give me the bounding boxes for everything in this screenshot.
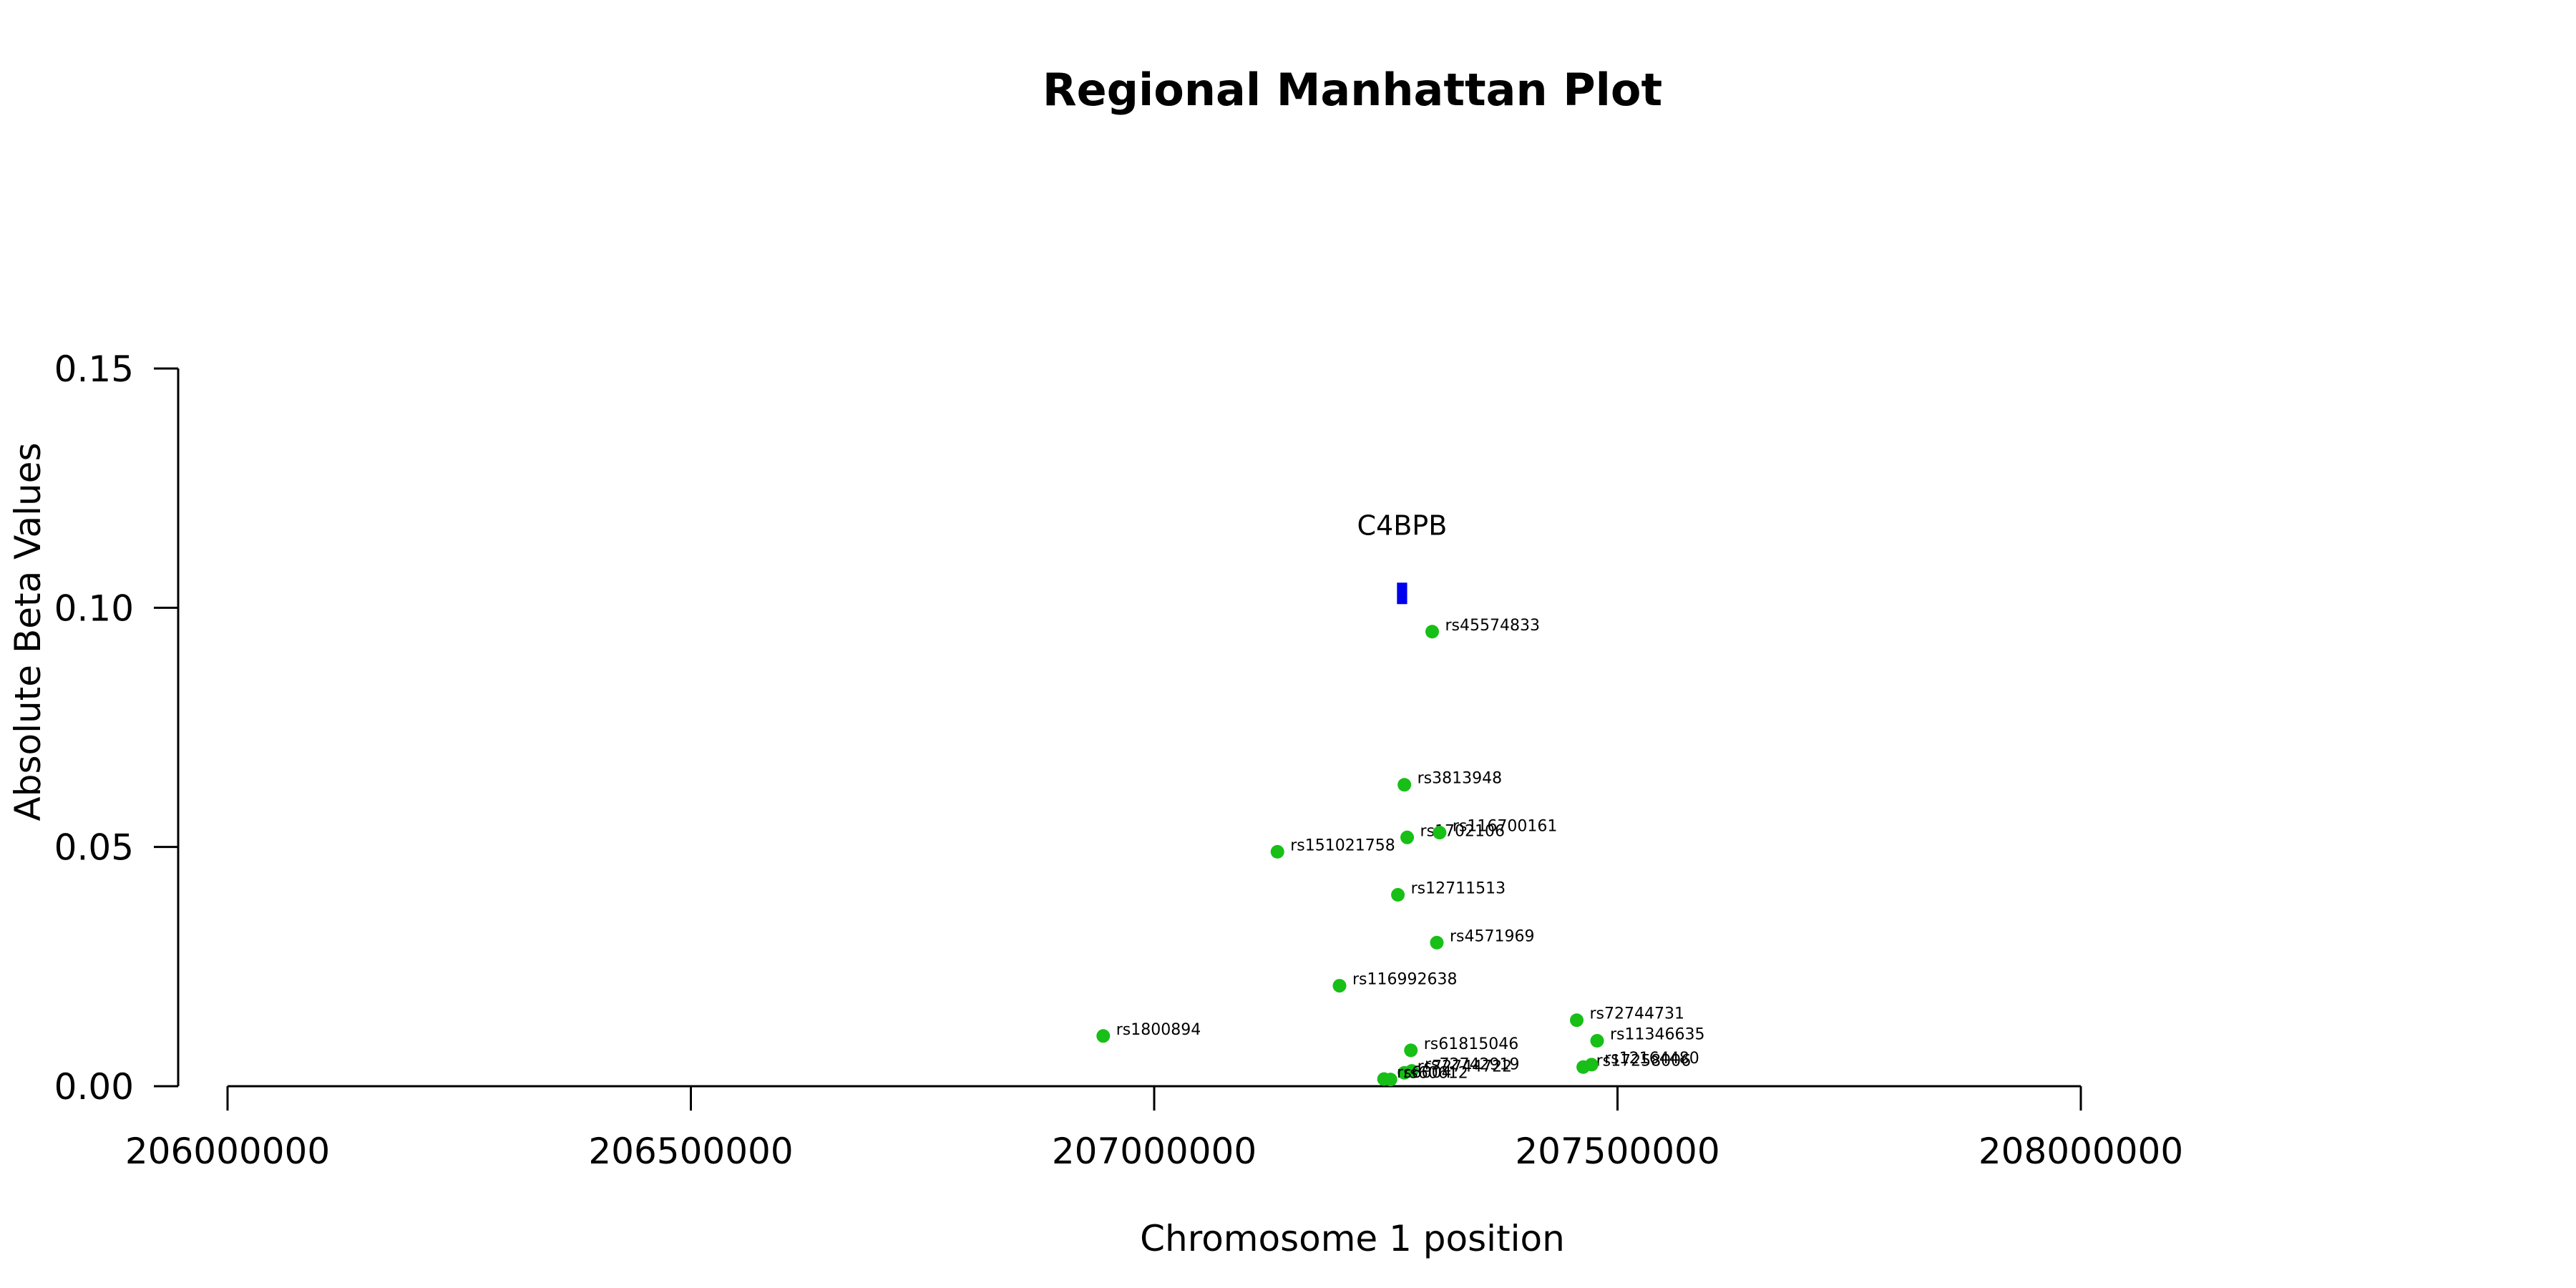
snp-point: [1433, 826, 1447, 840]
snp-label: rs60612: [1403, 1065, 1468, 1083]
snp-label: rs116992638: [1352, 971, 1457, 989]
snp-point: [1270, 844, 1284, 859]
y-tick-label: 0.15: [54, 348, 134, 390]
snp-label: rs11346635: [1610, 1025, 1704, 1043]
snp-label: rs4571969: [1450, 927, 1535, 945]
y-axis: 0.00 0.05 0.10 0.15: [54, 348, 180, 1108]
snp-point: [1570, 1013, 1584, 1028]
snp-point: [1096, 1029, 1111, 1043]
x-axis-label: Chromosome 1 position: [1140, 1218, 1565, 1259]
snp-point: [1397, 778, 1412, 792]
snp-point: [1397, 1065, 1412, 1080]
snp-label: rs72744722: [1418, 1058, 1512, 1075]
chart-title: Regional Manhattan Plot: [1043, 64, 1662, 116]
snp-label: rs17258006: [1596, 1052, 1691, 1070]
x-tick-label: 208000000: [1979, 1131, 2183, 1172]
y-tick-label: 0.05: [54, 827, 134, 869]
y-tick-label: 0.10: [54, 587, 134, 629]
snp-point: [1584, 1058, 1599, 1072]
y-tick-label: 0.00: [54, 1066, 134, 1108]
snp-label: rs6004: [1397, 1064, 1452, 1082]
x-tick-label: 207500000: [1515, 1131, 1719, 1172]
gene-c4bpb-marker: [1397, 582, 1407, 605]
snp-label: rs61815046: [1424, 1035, 1518, 1053]
x-tick-label: 207000000: [1052, 1131, 1257, 1172]
snp-point: [1400, 830, 1415, 844]
gene-label: C4BPB: [1357, 509, 1448, 541]
snp-label: rs3813948: [1418, 770, 1502, 788]
snp-label: rs151021758: [1290, 836, 1395, 854]
snp-point: [1430, 935, 1444, 950]
snp-label: rs12164480: [1604, 1050, 1699, 1068]
snp-label: rs116700161: [1453, 818, 1557, 836]
snp-point: [1590, 1033, 1604, 1048]
snp-label: rs12711513: [1411, 880, 1506, 898]
x-tick-label: 206500000: [588, 1131, 793, 1172]
x-axis: 206000000 206500000 207000000 207500000 2080…: [125, 1085, 2183, 1172]
snp-points: rs45574833rs3813948rs1702106rs116700161r…: [1096, 617, 1704, 1087]
snp-point: [1404, 1043, 1418, 1058]
snp-point: [1332, 979, 1347, 993]
snp-label: rs45574833: [1445, 617, 1540, 635]
y-axis-label: Absolute Beta Values: [7, 443, 49, 821]
snp-point: [1425, 625, 1439, 639]
snp-label: rs72744731: [1590, 1005, 1684, 1023]
snp-label: rs1800894: [1116, 1021, 1201, 1039]
x-tick-label: 206000000: [125, 1131, 330, 1172]
snp-label: rs72742919: [1425, 1056, 1519, 1074]
gene-track: C4BPB: [1357, 509, 1448, 605]
snp-point: [1383, 1073, 1397, 1087]
snp-point: [1391, 888, 1405, 902]
